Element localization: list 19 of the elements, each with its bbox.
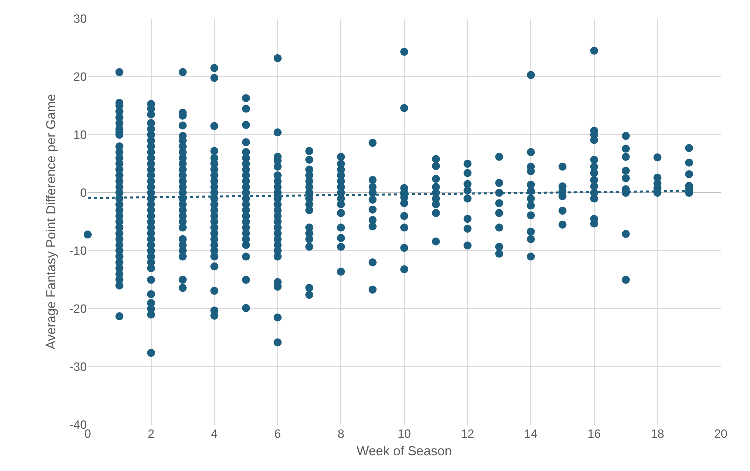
x-tick-label: 14 <box>524 427 538 441</box>
x-tick-label: 10 <box>398 427 412 441</box>
x-tick-label: 20 <box>714 427 728 441</box>
y-tick-label: 30 <box>74 12 88 26</box>
y-tick-label: 0 <box>80 186 88 200</box>
y-tick-label: 20 <box>74 70 88 84</box>
x-tick-label: 6 <box>274 427 282 441</box>
y-axis-title: Average Fantasy Point Difference per Game <box>44 94 59 350</box>
x-tick-label: 4 <box>211 427 218 441</box>
x-axis-title: Week of Season <box>356 444 452 459</box>
x-tick-label: 8 <box>338 427 345 441</box>
x-tick-label: 12 <box>461 427 475 441</box>
x-tick-label: 18 <box>651 427 665 441</box>
y-tick-label: 10 <box>74 128 88 142</box>
x-tick-label: 16 <box>588 427 602 441</box>
x-tick-label: 2 <box>148 427 155 441</box>
y-tick-label: -10 <box>70 244 88 258</box>
y-tick-label: -30 <box>70 360 88 374</box>
y-tick-label: -20 <box>70 302 88 316</box>
